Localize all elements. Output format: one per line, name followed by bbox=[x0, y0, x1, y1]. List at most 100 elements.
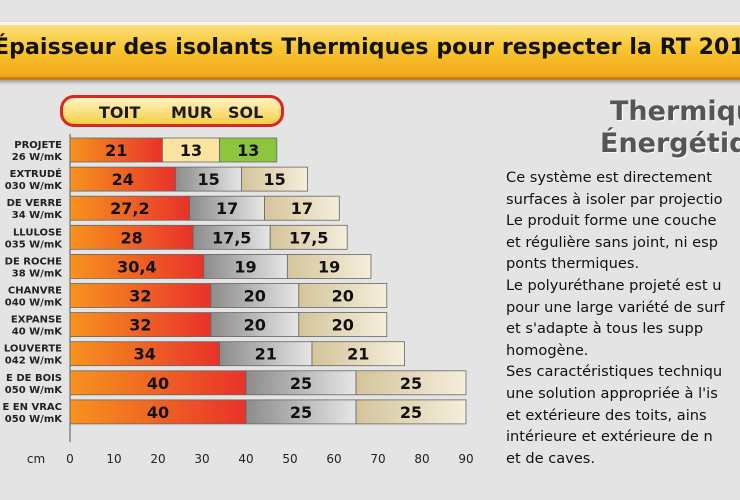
description-line: Ses caractéristiques techniqu bbox=[506, 363, 723, 381]
bar-segment-sol bbox=[355, 399, 467, 425]
x-tick-label: 70 bbox=[370, 452, 385, 466]
category-label: LLULOSE bbox=[13, 227, 62, 238]
x-tick-label: 40 bbox=[238, 452, 253, 466]
x-tick-label: 30 bbox=[194, 452, 209, 466]
category-label: PROJETE bbox=[14, 140, 62, 151]
category-label: EXTRUDÉ bbox=[10, 167, 62, 180]
bar-segment-toit bbox=[69, 370, 247, 396]
description-line: Ce système est directement bbox=[506, 169, 712, 186]
bar-segment-toit bbox=[69, 224, 194, 250]
description-line: ponts thermiques. bbox=[506, 255, 640, 273]
x-axis-label: cm bbox=[27, 452, 45, 466]
bar-segment-toit bbox=[69, 399, 247, 425]
category-lambda: 035 W/mK bbox=[5, 239, 63, 250]
data-label: 32 bbox=[129, 287, 151, 306]
side-title-line1: Thermiqu bbox=[610, 96, 740, 127]
description-line: et s'adapte à tous les supp bbox=[506, 320, 704, 338]
data-label: 25 bbox=[400, 403, 422, 422]
data-label: 15 bbox=[197, 170, 219, 189]
data-label: 25 bbox=[290, 403, 312, 422]
bar-segment-sol bbox=[264, 195, 340, 221]
data-label: 17 bbox=[216, 199, 238, 218]
category-label: CHANVRE bbox=[8, 286, 62, 297]
data-label: 25 bbox=[290, 374, 312, 393]
x-tick-label: 0 bbox=[66, 452, 74, 466]
data-label: 15 bbox=[263, 170, 285, 189]
category-label: LOUVERTE bbox=[4, 344, 62, 355]
legend-item-mur: MUR bbox=[171, 103, 213, 122]
bar-segment-toit bbox=[69, 166, 176, 192]
data-label: 17,5 bbox=[212, 228, 251, 247]
data-label: 40 bbox=[147, 374, 169, 393]
data-label: 21 bbox=[105, 141, 127, 160]
bar-segment-toit bbox=[69, 312, 212, 338]
data-label: 27,2 bbox=[110, 199, 149, 218]
chart-title: Épaisseur des isolants Thermiques pour r… bbox=[0, 35, 740, 60]
data-label: 13 bbox=[237, 141, 259, 160]
bar-segment-mur bbox=[189, 195, 265, 221]
bar-segment-sol bbox=[269, 224, 348, 250]
bar-segment-sol bbox=[311, 341, 405, 367]
description-line: pour une large variété de surf bbox=[506, 298, 725, 316]
data-label: 20 bbox=[244, 287, 266, 306]
bar-segment-toit bbox=[69, 253, 205, 279]
x-tick-label: 50 bbox=[282, 452, 297, 466]
bar-segment-sol bbox=[355, 370, 467, 396]
bar-segment-mur bbox=[210, 283, 300, 308]
category-lambda: 40 W/mK bbox=[12, 327, 64, 338]
description-line: surfaces à isoler par projectio bbox=[506, 190, 723, 208]
side-title-line2: Énergétiq bbox=[600, 128, 740, 159]
x-tick-label: 10 bbox=[106, 452, 121, 466]
bar-segment-mur bbox=[161, 137, 220, 163]
category-lambda: 030 W/mK bbox=[5, 181, 63, 192]
category-lambda: 040 W/mK bbox=[5, 298, 63, 309]
data-label: 20 bbox=[332, 287, 354, 306]
data-label: 13 bbox=[180, 141, 202, 160]
x-tick-label: 90 bbox=[458, 452, 473, 466]
description-line: Le produit forme une couche bbox=[506, 212, 717, 230]
data-label: 21 bbox=[347, 345, 369, 364]
data-label: 20 bbox=[332, 316, 354, 335]
description-line: et régulière sans joint, ni esp bbox=[506, 233, 719, 251]
bar-segment-mur bbox=[245, 399, 357, 425]
legend-item-toit: TOIT bbox=[99, 103, 141, 122]
x-tick-label: 20 bbox=[150, 452, 165, 466]
category-lambda: 26 W/mK bbox=[12, 152, 64, 163]
category-label: DE ROCHE bbox=[5, 256, 63, 267]
category-lambda: 050 W/mK bbox=[5, 385, 63, 396]
data-label: 25 bbox=[400, 374, 422, 393]
category-label: E EN VRAC bbox=[2, 402, 62, 413]
x-tick-label: 80 bbox=[414, 452, 429, 466]
bar-segment-mur bbox=[175, 166, 243, 192]
data-label: 32 bbox=[129, 316, 151, 335]
legend-item-sol: SOL bbox=[228, 103, 264, 122]
data-label: 34 bbox=[134, 345, 156, 364]
description-line: homogène. bbox=[506, 341, 589, 359]
bar-segment-sol bbox=[219, 137, 278, 163]
description-paragraph: Ce système est directement surfaces à iso… bbox=[506, 167, 740, 469]
bar-segment-toit bbox=[69, 137, 163, 163]
category-label: EXPANSE bbox=[11, 315, 62, 326]
category-label: E DE BOIS bbox=[6, 373, 62, 384]
data-label: 24 bbox=[112, 170, 134, 189]
bar-segment-toit bbox=[69, 195, 191, 221]
title-banner: Épaisseur des isolants Thermiques pour r… bbox=[0, 22, 740, 80]
category-lambda: 050 W/mK bbox=[5, 414, 63, 425]
data-label: 19 bbox=[234, 257, 256, 276]
data-label: 28 bbox=[120, 228, 142, 247]
data-label: 17 bbox=[291, 199, 313, 218]
category-lambda: 34 W/mK bbox=[12, 210, 64, 221]
data-label: 20 bbox=[244, 316, 266, 335]
data-label: 40 bbox=[147, 403, 169, 422]
category-lambda: 042 W/mK bbox=[5, 356, 63, 367]
data-label: 19 bbox=[318, 257, 340, 276]
bar-segment-toit bbox=[69, 283, 212, 308]
category-label: DE VERRE bbox=[7, 198, 63, 209]
bar-segment-toit bbox=[69, 341, 221, 367]
bar-segment-sol bbox=[298, 283, 388, 308]
data-label: 21 bbox=[255, 345, 277, 364]
bar-segment-mur bbox=[192, 224, 271, 250]
description-line: intérieure et extérieure de n bbox=[506, 428, 713, 446]
data-label: 17,5 bbox=[289, 228, 328, 247]
